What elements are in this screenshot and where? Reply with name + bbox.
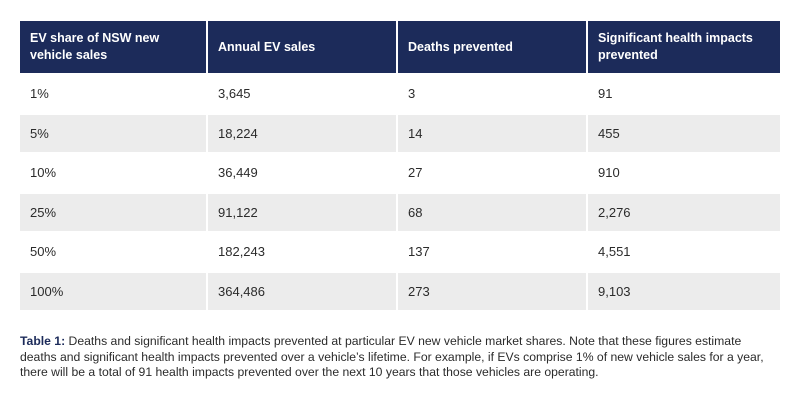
table-row: 25% 91,122 68 2,276 (20, 191, 780, 231)
caption-text: Deaths and significant health impacts pr… (20, 334, 764, 379)
ev-health-impacts-table: EV share of NSW new vehicle sales Annual… (20, 21, 780, 310)
table-row: 100% 364,486 273 9,103 (20, 270, 780, 310)
table-caption: Table 1: Deaths and significant health i… (20, 334, 780, 381)
header-deaths-prevented: Deaths prevented (398, 21, 588, 73)
cell-health-impacts-prevented: 2,276 (588, 191, 780, 231)
cell-ev-share: 50% (20, 231, 208, 271)
cell-annual-ev-sales: 36,449 (208, 152, 398, 192)
cell-ev-share: 5% (20, 112, 208, 152)
cell-annual-ev-sales: 3,645 (208, 73, 398, 113)
header-health-impacts-prevented: Significant health impacts prevented (588, 21, 780, 73)
cell-health-impacts-prevented: 455 (588, 112, 780, 152)
cell-health-impacts-prevented: 9,103 (588, 270, 780, 310)
cell-health-impacts-prevented: 910 (588, 152, 780, 192)
cell-deaths-prevented: 27 (398, 152, 588, 192)
cell-annual-ev-sales: 18,224 (208, 112, 398, 152)
cell-ev-share: 25% (20, 191, 208, 231)
cell-health-impacts-prevented: 91 (588, 73, 780, 113)
table-body: 1% 3,645 3 91 5% 18,224 14 455 10% 36,44… (20, 73, 780, 310)
cell-ev-share: 10% (20, 152, 208, 192)
cell-annual-ev-sales: 91,122 (208, 191, 398, 231)
table-row: 50% 182,243 137 4,551 (20, 231, 780, 271)
table-header: EV share of NSW new vehicle sales Annual… (20, 21, 780, 73)
cell-deaths-prevented: 3 (398, 73, 588, 113)
caption-label: Table 1: (20, 334, 66, 348)
cell-ev-share: 1% (20, 73, 208, 113)
cell-health-impacts-prevented: 4,551 (588, 231, 780, 271)
table-row: 1% 3,645 3 91 (20, 73, 780, 113)
header-annual-ev-sales: Annual EV sales (208, 21, 398, 73)
cell-ev-share: 100% (20, 270, 208, 310)
table-row: 10% 36,449 27 910 (20, 152, 780, 192)
table-row: 5% 18,224 14 455 (20, 112, 780, 152)
cell-deaths-prevented: 68 (398, 191, 588, 231)
table-container: EV share of NSW new vehicle sales Annual… (20, 21, 780, 310)
header-row: EV share of NSW new vehicle sales Annual… (20, 21, 780, 73)
cell-deaths-prevented: 137 (398, 231, 588, 271)
cell-annual-ev-sales: 364,486 (208, 270, 398, 310)
cell-deaths-prevented: 273 (398, 270, 588, 310)
cell-deaths-prevented: 14 (398, 112, 588, 152)
header-ev-share: EV share of NSW new vehicle sales (20, 21, 208, 73)
cell-annual-ev-sales: 182,243 (208, 231, 398, 271)
